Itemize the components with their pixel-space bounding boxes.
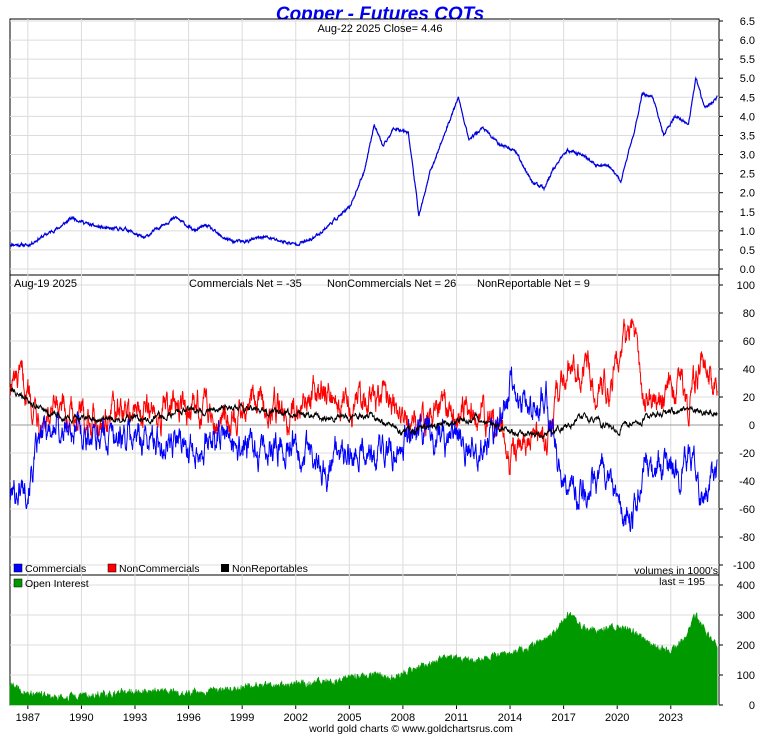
- noncommercials-net: NonCommercials Net = 26: [327, 278, 456, 290]
- y-tick-label: 20: [743, 392, 755, 404]
- footer-credit: world gold charts © www.goldchartsrus.co…: [308, 723, 513, 735]
- y-tick-label: 200: [737, 640, 755, 652]
- x-tick-label: 2017: [551, 712, 575, 724]
- price-panel-frame: [9, 18, 720, 276]
- y-tick-label: 40: [743, 364, 755, 376]
- y-tick-label: 100: [737, 280, 755, 292]
- price-line: [9, 76, 718, 248]
- commercials-net: Commercials Net = -35: [189, 278, 302, 290]
- y-tick-label: 1.0: [740, 226, 755, 238]
- volumes-note: volumes in 1000's: [634, 565, 718, 577]
- x-tick-label: 2020: [605, 712, 629, 724]
- y-tick-label: -40: [739, 476, 755, 488]
- legend-label-commercials: Commercials: [25, 563, 86, 575]
- y-tick-label: 3.5: [740, 130, 755, 142]
- cot-legend: Commercials NonCommercials NonReportable…: [13, 563, 308, 575]
- x-tick-label: 1996: [176, 712, 200, 724]
- price-header: Aug-22 2025 Close= 4.46: [317, 23, 442, 35]
- y-tick-label: 5.5: [740, 54, 755, 66]
- x-tick-label: 2023: [659, 712, 683, 724]
- y-tick-label: -80: [739, 532, 755, 544]
- y-tick-label: -20: [739, 448, 755, 460]
- legend-swatch-noncommercials: [107, 563, 117, 573]
- y-tick-label: 100: [737, 670, 755, 682]
- cot-date-label: Aug-19 2025: [14, 278, 77, 290]
- legend-swatch-nonreportables: [221, 564, 229, 572]
- x-tick-label: 1987: [16, 712, 40, 724]
- x-tick-label: 2005: [337, 712, 361, 724]
- legend-swatch-open-interest: [13, 578, 23, 588]
- y-tick-labels: 0.0 0.5 1.0 1.5 2.0 2.5 3.0 3.5 4.0 4.5 5.0 5.5 6.0 6…: [733, 16, 755, 712]
- y-tick-label: 5.0: [740, 73, 755, 85]
- x-tick-label: 2002: [284, 712, 308, 724]
- y-tick-label: 400: [737, 580, 755, 592]
- x-tick-label: 2011: [445, 712, 469, 724]
- y-tick-label: 6.5: [740, 16, 755, 28]
- oi-last-value: last = 195: [659, 576, 705, 588]
- x-tick-label: 1993: [123, 712, 147, 724]
- nonreportables-line: [9, 387, 718, 440]
- y-tick-label: -100: [733, 560, 755, 572]
- x-tick-label: 1990: [69, 712, 93, 724]
- y-tick-label: 3.0: [740, 150, 755, 162]
- open-interest-area: [9, 611, 718, 706]
- x-tick-label: 2008: [391, 712, 415, 724]
- legend-label-noncommercials: NonCommercials: [119, 563, 200, 575]
- y-tick-label: 4.0: [740, 111, 755, 123]
- commercials-line: [9, 366, 718, 532]
- y-tick-label: 300: [737, 610, 755, 622]
- y-tick-label: 80: [743, 308, 755, 320]
- x-tick-labels: 1987 1990 1993 1996 1999 2002 2005 2008 2011 2014…: [16, 712, 683, 724]
- x-tick-label: 2014: [498, 712, 522, 724]
- legend-label-nonreportables: NonReportables: [232, 563, 308, 575]
- y-tick-label: 6.0: [740, 35, 755, 47]
- y-tick-label: 60: [743, 336, 755, 348]
- legend-swatch-commercials: [13, 563, 23, 573]
- y-tick-label: 2.5: [740, 169, 755, 181]
- y-tick-label: 0: [749, 700, 755, 712]
- y-tick-label: 0: [749, 420, 755, 432]
- noncommercials-line: [9, 318, 718, 476]
- legend-label-open-interest: Open Interest: [25, 578, 89, 590]
- y-tick-label: 1.5: [740, 207, 755, 219]
- x-tick-label: 1999: [230, 712, 254, 724]
- y-tick-label: 0.5: [740, 245, 755, 257]
- y-tick-label: 4.5: [740, 92, 755, 104]
- y-tick-label: -60: [739, 504, 755, 516]
- nonreportable-net: NonReportable Net = 9: [477, 278, 590, 290]
- series-layer: [9, 76, 718, 706]
- y-tick-label: 2.0: [740, 188, 755, 200]
- y-tick-label: 0.0: [740, 264, 755, 276]
